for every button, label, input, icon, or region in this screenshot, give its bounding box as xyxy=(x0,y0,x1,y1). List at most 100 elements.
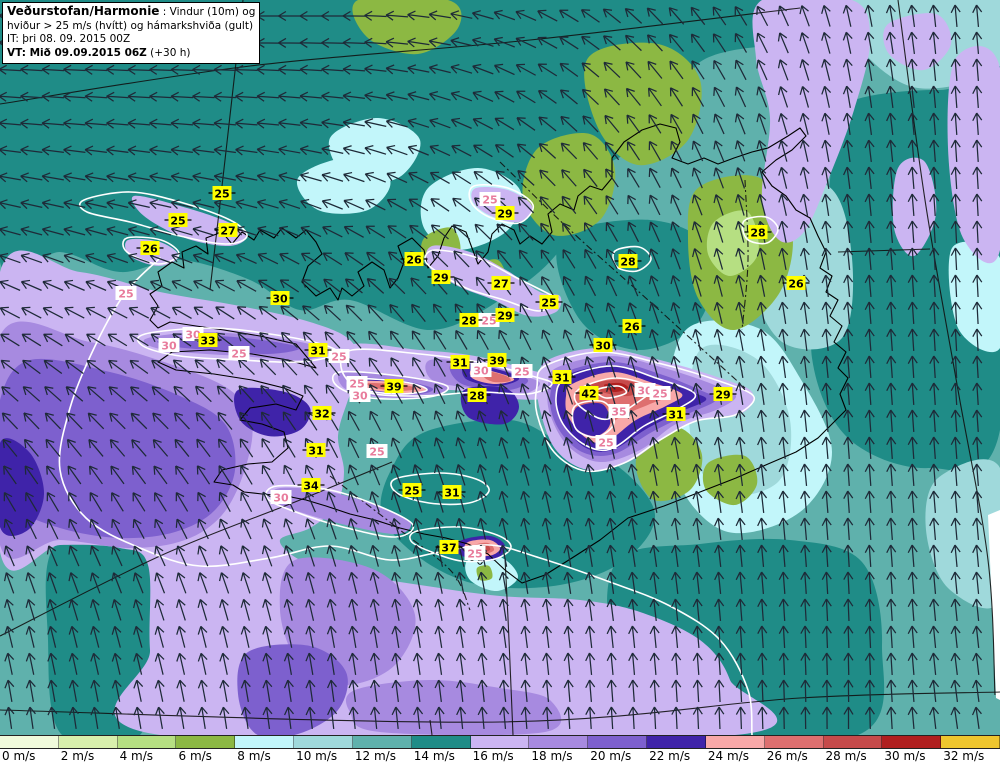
wind-arrow xyxy=(821,490,832,514)
wind-arrow xyxy=(602,8,621,24)
wind-arrow xyxy=(886,382,897,406)
wind-arrow xyxy=(258,279,278,293)
wind-arrow xyxy=(950,409,961,433)
wind-arrow xyxy=(559,36,579,50)
wind-arrow xyxy=(971,706,982,729)
wind-arrow xyxy=(25,625,36,648)
wind-arrow xyxy=(929,139,940,163)
wind-arrow xyxy=(628,652,639,676)
wind-arrow xyxy=(516,143,535,159)
wind-arrow xyxy=(821,517,832,541)
wind-arrow xyxy=(130,386,148,402)
wind-arrow xyxy=(343,171,365,183)
wind-arrow xyxy=(605,356,617,378)
wind-arrow xyxy=(261,545,273,567)
wind-arrow xyxy=(777,5,790,27)
wind-arrow xyxy=(864,598,875,622)
wind-arrow xyxy=(907,517,918,541)
wind-arrow xyxy=(450,117,472,129)
wind-arrow xyxy=(606,544,617,567)
wind-arrow xyxy=(279,279,300,293)
wind-arrow xyxy=(559,9,579,23)
wind-arrow xyxy=(326,491,338,513)
gust-label-value: 31 xyxy=(452,357,467,370)
wind-arrow xyxy=(668,7,685,25)
wind-arrow xyxy=(821,58,831,81)
wind-arrow xyxy=(627,356,638,378)
wind-arrow xyxy=(64,306,85,319)
wind-arrow xyxy=(235,172,258,183)
wind-arrow xyxy=(240,706,251,729)
wind-arrow xyxy=(843,247,854,271)
wind-arrow xyxy=(434,490,444,513)
wind-arrow xyxy=(929,274,940,298)
wind-arrow xyxy=(541,571,552,594)
wind-arrow xyxy=(735,679,746,703)
gust-contour-line xyxy=(78,191,248,245)
gust-max-label: 25 xyxy=(208,186,236,201)
wind-arrow xyxy=(477,517,488,540)
wind-arrow xyxy=(193,279,214,292)
contour-label-box xyxy=(478,313,500,327)
wind-arrow xyxy=(671,625,682,649)
wind-arrow xyxy=(455,598,466,621)
wind-arrow xyxy=(756,32,768,54)
wind-arrow xyxy=(452,224,471,240)
wind-arrow xyxy=(343,198,365,211)
wind-arrow xyxy=(929,436,940,460)
wind-arrow xyxy=(604,114,620,133)
wind-arrow xyxy=(303,358,319,376)
wind-arrow xyxy=(456,679,467,702)
wind-arrow xyxy=(713,247,724,270)
wind-arrow xyxy=(821,355,832,379)
wind-arrow xyxy=(386,171,408,184)
wind-arrow xyxy=(584,490,595,513)
wind-arrow xyxy=(175,518,188,540)
wind-arrow xyxy=(972,193,983,217)
wind-arrow xyxy=(428,37,451,48)
wind-arrow xyxy=(842,31,853,54)
wind-arrow xyxy=(735,355,746,378)
wind-arrow xyxy=(563,490,574,513)
wind-arrow xyxy=(515,36,537,49)
wind-arrow xyxy=(217,438,232,458)
wind-arrow xyxy=(428,10,451,21)
wind-arrow xyxy=(950,58,961,82)
wind-arrow xyxy=(261,518,273,540)
wind-arrow xyxy=(584,571,595,594)
wind-arrow xyxy=(154,599,165,621)
wind-arrow xyxy=(843,544,854,568)
wind-arrow xyxy=(197,625,208,648)
wind-arrow xyxy=(821,139,832,162)
wind-arrow xyxy=(214,279,236,292)
wind-arrow xyxy=(299,10,322,22)
wind-arrow xyxy=(929,328,940,352)
wind-arrow xyxy=(735,328,746,351)
gust-max-label: 25 xyxy=(164,213,192,228)
wind-arrow xyxy=(472,117,494,130)
wind-arrow xyxy=(128,252,150,264)
wind-arrow xyxy=(580,9,600,23)
wind-arrow xyxy=(625,61,642,79)
wind-arrow xyxy=(821,193,832,216)
wind-arrow xyxy=(477,464,487,486)
wind-arrow xyxy=(714,679,725,703)
wind-arrow xyxy=(45,438,61,457)
wind-arrow xyxy=(561,169,577,187)
wind-arrow-field xyxy=(0,4,983,730)
gust-label-box xyxy=(622,319,642,333)
wind-arrow xyxy=(111,625,122,648)
wind-arrow xyxy=(368,357,383,377)
wind-arrow xyxy=(714,544,725,568)
wind-arrow xyxy=(132,518,145,540)
wind-arrow xyxy=(886,517,897,541)
wind-arrow xyxy=(477,625,488,648)
wind-arrow xyxy=(606,598,617,621)
colorbar-label: 4 m/s xyxy=(119,749,154,763)
wind-arrow xyxy=(498,571,509,594)
graticule-line xyxy=(0,7,801,105)
wind-arrow xyxy=(262,652,273,675)
contour-label-box xyxy=(182,327,204,341)
wind-arrow xyxy=(714,571,725,595)
